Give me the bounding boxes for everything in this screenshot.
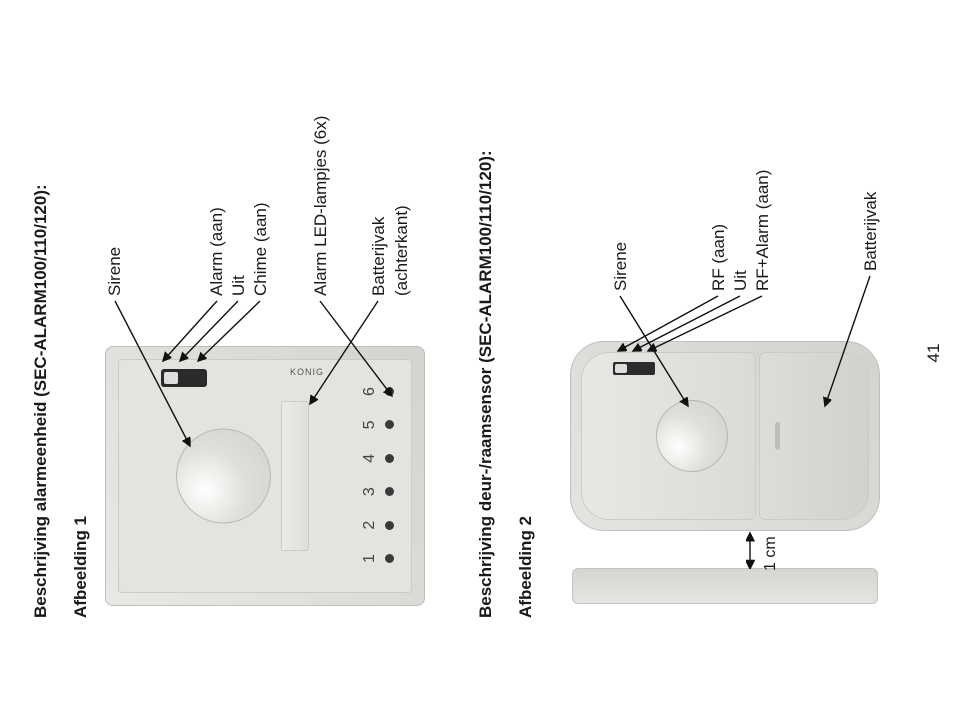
- label-switch-rfalarm-on: RF+Alarm (aan): [752, 170, 775, 291]
- label-battery-2: Batterijvak: [860, 192, 883, 271]
- label-gap-1cm: 1 cm: [760, 536, 782, 571]
- device2-arrows: [0, 0, 959, 706]
- label-switch-rf-on: RF (aan): [708, 224, 731, 291]
- page-number: 41: [924, 344, 944, 363]
- label-sirene-2: Sirene: [610, 242, 633, 291]
- label-switch-off-2: Uit: [730, 270, 753, 291]
